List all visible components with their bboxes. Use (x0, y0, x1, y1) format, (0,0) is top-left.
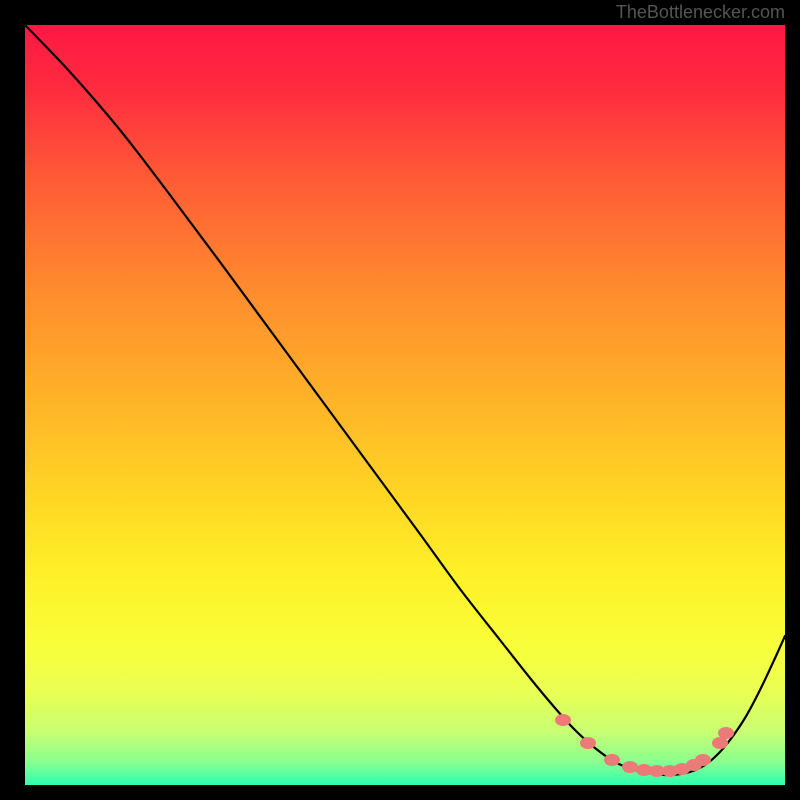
curve-marker (580, 737, 596, 749)
chart-gradient-background (25, 25, 785, 785)
curve-marker (695, 754, 711, 766)
chart-container: TheBottlenecker.com (0, 0, 800, 800)
chart-svg: TheBottlenecker.com (0, 0, 800, 800)
curve-marker (604, 754, 620, 766)
branding-text: TheBottlenecker.com (616, 2, 785, 22)
curve-marker (718, 727, 734, 739)
curve-marker (555, 714, 571, 726)
curve-marker (622, 761, 638, 773)
